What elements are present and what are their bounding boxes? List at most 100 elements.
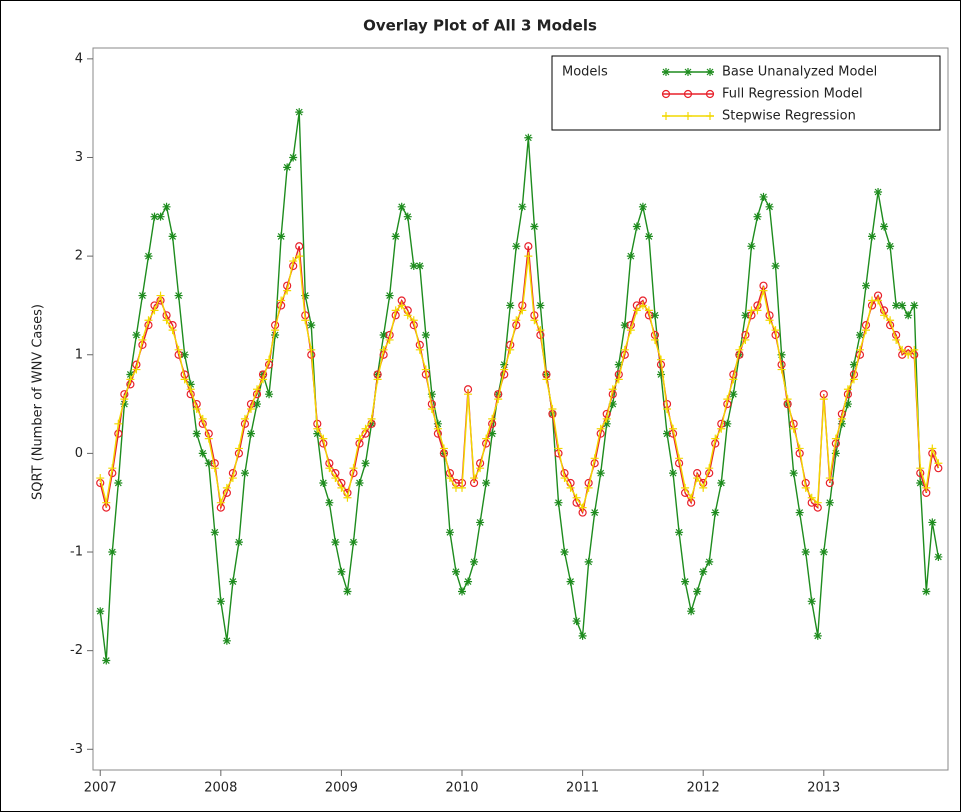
marker (337, 567, 346, 576)
marker (265, 390, 274, 399)
marker (874, 188, 883, 197)
marker (644, 306, 653, 315)
marker (307, 345, 316, 354)
marker (271, 326, 280, 335)
marker (578, 503, 587, 512)
marker (114, 478, 123, 487)
marker (693, 587, 702, 596)
marker (783, 395, 792, 404)
y-tick-label: 2 (75, 249, 83, 264)
marker (542, 375, 551, 384)
marker (753, 306, 762, 315)
marker (819, 548, 828, 557)
marker (868, 232, 877, 241)
marker (379, 331, 388, 340)
marker (355, 434, 364, 443)
marker (684, 68, 692, 76)
marker (650, 335, 659, 344)
marker (934, 552, 943, 561)
marker (470, 474, 479, 483)
marker (433, 424, 442, 433)
marker (795, 444, 804, 453)
marker (608, 400, 617, 409)
legend-box (551, 55, 941, 131)
marker (524, 133, 533, 142)
marker (367, 414, 376, 423)
marker (379, 345, 388, 354)
marker (96, 474, 105, 483)
marker (638, 202, 647, 211)
marker (433, 419, 442, 428)
marker (246, 405, 255, 413)
marker (904, 350, 913, 359)
marker (608, 385, 617, 394)
marker (693, 474, 702, 483)
marker (385, 335, 394, 344)
marker (626, 252, 635, 261)
marker (156, 212, 165, 221)
y-tick-label: 1 (75, 347, 83, 362)
marker (168, 232, 177, 241)
marker (240, 469, 249, 478)
marker (928, 518, 937, 527)
marker (500, 360, 509, 369)
marker (530, 316, 539, 325)
marker (632, 222, 641, 231)
marker (234, 538, 243, 547)
marker (801, 483, 810, 492)
x-tick-label: 2007 (84, 781, 117, 796)
marker (771, 326, 780, 335)
marker (892, 335, 901, 344)
marker (271, 331, 280, 340)
marker (331, 538, 340, 547)
marker (590, 454, 599, 463)
marker (650, 311, 659, 320)
marker (705, 89, 715, 99)
marker (572, 493, 581, 502)
marker (638, 301, 647, 310)
marker (741, 311, 750, 320)
marker (361, 424, 370, 433)
marker (566, 577, 575, 586)
marker (904, 311, 913, 320)
marker (240, 414, 249, 423)
marker (681, 483, 690, 492)
marker (464, 577, 473, 586)
marker (717, 478, 726, 487)
marker (162, 202, 171, 211)
marker (536, 326, 545, 335)
marker (759, 192, 768, 201)
marker (771, 261, 780, 270)
legend-label: Base Unanalyzed Model (722, 65, 877, 80)
marker (560, 548, 569, 557)
marker (675, 454, 684, 463)
marker (385, 291, 394, 300)
marker (361, 459, 370, 468)
marker (313, 429, 322, 438)
marker (319, 478, 328, 487)
marker (476, 518, 485, 527)
marker (415, 345, 424, 354)
marker (560, 474, 569, 483)
y-tick-label: 0 (75, 446, 83, 461)
marker (180, 350, 189, 359)
marker (349, 464, 358, 473)
marker (807, 493, 816, 502)
marker (765, 316, 774, 325)
marker (669, 469, 678, 478)
marker (699, 567, 708, 576)
marker (476, 464, 485, 473)
marker (518, 202, 527, 211)
chart-title: Overlay Plot of All 3 Models (363, 17, 597, 35)
marker (880, 311, 889, 320)
marker (837, 419, 846, 428)
marker (228, 474, 237, 483)
y-tick-label: -3 (70, 742, 83, 757)
marker (711, 508, 720, 517)
marker (295, 108, 304, 117)
marker (482, 434, 491, 443)
marker (349, 538, 358, 547)
marker (168, 326, 177, 335)
marker (427, 390, 436, 399)
